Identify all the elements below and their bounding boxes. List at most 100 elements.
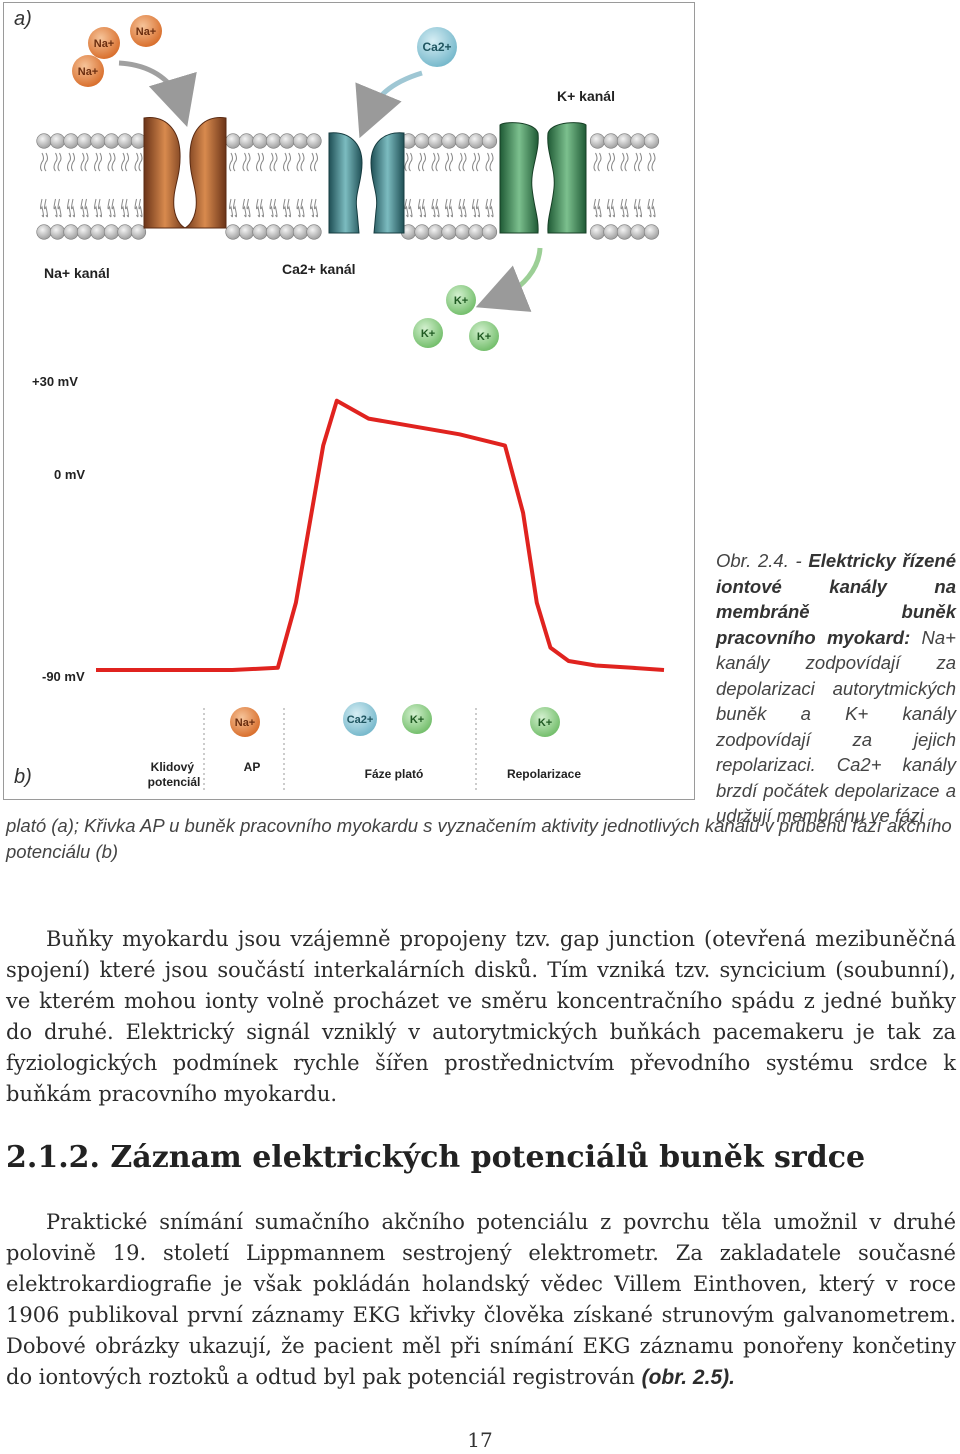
lipid-tail bbox=[458, 152, 467, 172]
lipid-head bbox=[306, 224, 322, 240]
section-heading: 2.1.2. Záznam elektrických potenciálů bu… bbox=[6, 1140, 866, 1175]
lipid-head bbox=[643, 224, 660, 240]
lipid-head bbox=[414, 133, 430, 149]
caption-bold: Elektricky řízené iontové kanály na memb… bbox=[716, 550, 957, 648]
lipid-head bbox=[630, 224, 646, 240]
lipid-head bbox=[427, 224, 444, 240]
phase-separators bbox=[203, 708, 477, 793]
lipid-tail bbox=[53, 152, 62, 172]
lipid-tail bbox=[283, 198, 291, 218]
lipid-tail bbox=[620, 152, 629, 172]
lipid-tail bbox=[647, 198, 656, 218]
lipid-tail bbox=[242, 198, 251, 218]
caption-obr: Obr. 2.4. - bbox=[716, 550, 802, 571]
lipid-tail bbox=[80, 198, 89, 218]
svg-text:Ca2+: Ca2+ bbox=[347, 714, 374, 726]
svg-text:K+: K+ bbox=[538, 717, 552, 729]
lipid-head bbox=[76, 133, 93, 149]
lipid-head bbox=[103, 133, 120, 149]
lipid-head bbox=[279, 224, 295, 240]
svg-text:Na+: Na+ bbox=[136, 26, 157, 38]
k-channel-label: K+ kanál bbox=[557, 88, 615, 104]
lipid-head bbox=[238, 224, 255, 240]
lipid-tail bbox=[472, 198, 480, 218]
lipid-head bbox=[36, 133, 52, 149]
lipid-tail bbox=[269, 198, 278, 218]
lipid-head bbox=[441, 133, 457, 149]
lipid-head bbox=[589, 133, 606, 149]
lipid-head bbox=[427, 133, 444, 149]
lipid-bilayer bbox=[36, 133, 660, 240]
phase-label-ap: AP bbox=[244, 760, 261, 774]
lipid-head bbox=[643, 133, 660, 149]
lipid-tail bbox=[242, 152, 251, 172]
lipid-tail bbox=[458, 198, 467, 218]
lipid-head bbox=[63, 133, 79, 149]
caption-side-text: Na+ kanály zodpovídají za depolarizaci a… bbox=[716, 626, 956, 827]
lipid-head bbox=[238, 133, 255, 149]
lipid-head bbox=[454, 133, 471, 149]
k-arrow-icon bbox=[475, 247, 543, 312]
lipid-head bbox=[630, 133, 646, 149]
lipid-head bbox=[603, 133, 619, 149]
figure-frame: Na+ Na+ Na+ Ca2+ K+ K+ K+ Na+ kanál Ca2+… bbox=[3, 2, 695, 800]
lipid-head bbox=[49, 133, 66, 149]
lipid-tail bbox=[593, 152, 602, 172]
figure-caption-full: plató (a); Křivka AP u buněk pracovního … bbox=[6, 815, 952, 862]
lipid-tail bbox=[256, 152, 264, 172]
lipid-head bbox=[265, 133, 282, 149]
ca-arrow-icon bbox=[355, 70, 423, 139]
lipid-tail bbox=[269, 152, 278, 172]
svg-text:Ca2+: Ca2+ bbox=[422, 40, 451, 54]
k-ion-icon: K+ bbox=[469, 321, 499, 351]
lipid-head bbox=[90, 224, 106, 240]
svg-text:K+: K+ bbox=[454, 295, 468, 307]
lipid-tail bbox=[134, 152, 143, 172]
figure-reference: (obr. 2.5). bbox=[641, 1366, 735, 1389]
figure-label-b: b) bbox=[14, 766, 32, 788]
na-ion-icon: Na+ bbox=[130, 15, 162, 47]
k-ion-icon: K+ bbox=[530, 707, 560, 737]
ca-ion-icon: Ca2+ bbox=[343, 702, 377, 736]
lipid-tail bbox=[121, 198, 129, 218]
lipid-tail bbox=[404, 152, 413, 172]
lipid-tail bbox=[53, 198, 62, 218]
lipid-head bbox=[63, 224, 79, 240]
svg-text:Na+: Na+ bbox=[235, 717, 256, 729]
lipid-head bbox=[441, 224, 457, 240]
lipid-head bbox=[468, 224, 484, 240]
lipid-tail bbox=[431, 198, 440, 218]
lipid-head bbox=[414, 224, 430, 240]
paragraph-2: Praktické snímání sumačního akčního pote… bbox=[6, 1207, 956, 1393]
lipid-tail bbox=[472, 152, 480, 172]
lipid-head bbox=[616, 224, 633, 240]
lipid-head bbox=[454, 224, 471, 240]
na-arrow-icon bbox=[118, 60, 197, 127]
y-tick-label: 0 mV bbox=[54, 467, 85, 482]
lipid-head bbox=[130, 224, 147, 240]
lipid-tail bbox=[296, 198, 305, 218]
na-channel-icon bbox=[143, 117, 227, 229]
lipid-tail bbox=[310, 198, 318, 218]
lipid-head bbox=[117, 133, 133, 149]
lipid-head bbox=[616, 133, 633, 149]
lipid-head bbox=[225, 133, 241, 149]
lipid-tail bbox=[445, 198, 453, 218]
lipid-tail bbox=[80, 152, 89, 172]
lipid-head bbox=[306, 133, 322, 149]
lipid-head bbox=[279, 133, 295, 149]
lipid-tail bbox=[485, 152, 494, 172]
lipid-head bbox=[589, 224, 606, 240]
lipid-head bbox=[225, 224, 241, 240]
paragraph-2-text: Praktické snímání sumačního akčního pote… bbox=[6, 1210, 956, 1389]
lipid-head bbox=[468, 133, 484, 149]
ca-channel-icon bbox=[328, 132, 405, 234]
lipid-head bbox=[603, 224, 619, 240]
lipid-tail bbox=[620, 198, 629, 218]
lipid-tail bbox=[607, 198, 615, 218]
lipid-tail bbox=[634, 198, 642, 218]
lipid-tail bbox=[40, 198, 48, 218]
lipid-tail bbox=[134, 198, 143, 218]
phase-label-plateau: Fáze plató bbox=[365, 767, 424, 781]
figure-label-a: a) bbox=[14, 8, 32, 30]
